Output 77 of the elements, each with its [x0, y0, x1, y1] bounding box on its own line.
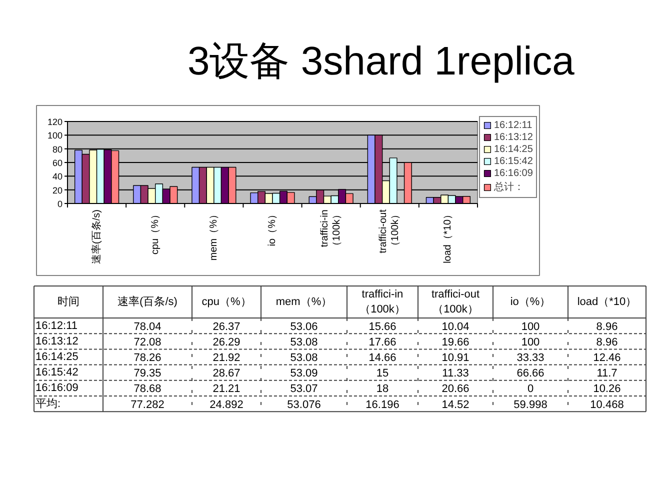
chart-title: 3设备 3shard 1replica — [188, 40, 576, 84]
x-tick-label: 速率(百条/s) — [90, 209, 102, 264]
data-label: 20.66 — [442, 383, 470, 396]
data-label: 21.21 — [212, 383, 240, 396]
x-tick-label: mem（%） — [276, 296, 332, 308]
legend-label: 16:16:09 — [494, 168, 533, 178]
legend-label: 16:12:11 — [494, 120, 532, 130]
y-axis-title: 时间 — [58, 295, 80, 308]
data-label: 11.7 — [596, 368, 618, 380]
data-label: 8.96 — [596, 336, 618, 348]
data-label: 79.35 — [134, 368, 162, 380]
data-label: 10.91 — [442, 352, 470, 364]
data-label: 12.46 — [593, 352, 621, 364]
y-tick-label: 16:15:42 — [36, 366, 78, 379]
x-tick-label: load（*10） — [577, 296, 637, 308]
x-tick-label: 速率(百条/s) — [118, 295, 178, 308]
x-tick-label: traffici-in （100k） — [360, 288, 406, 316]
data-label: 72.08 — [134, 336, 162, 348]
data-label: 28.67 — [212, 368, 240, 380]
y-tick-label: 0 — [57, 199, 63, 209]
data-label: 10.04 — [442, 320, 470, 333]
data-label: 14.52 — [442, 398, 470, 411]
y-tick-label: 60 — [52, 158, 63, 168]
x-tick-label: traffici-out （100k） — [378, 209, 402, 254]
y-tick-label: 16:14:25 — [36, 351, 78, 363]
data-label: 78.04 — [134, 320, 162, 333]
legend-label: 16:15:42 — [494, 156, 533, 166]
data-label: 15.66 — [368, 320, 396, 333]
y-tick-label: 平均: — [36, 398, 61, 410]
y-tick-label: 16:16:09 — [36, 382, 78, 394]
data-label: 24.892 — [210, 398, 244, 411]
x-tick-label: traffici-in （100k） — [320, 209, 343, 252]
y-tick-label: 40 — [52, 172, 63, 182]
data-label: 11.33 — [442, 368, 469, 380]
y-tick-label: 120 — [47, 117, 63, 127]
data-label: 66.66 — [516, 368, 544, 380]
y-tick-label: 100 — [47, 130, 63, 141]
y-tick-label: 16:13:12 — [36, 335, 78, 348]
data-label: 53.06 — [290, 320, 318, 333]
data-label: 19.66 — [442, 336, 470, 348]
legend-label: 16:13:12 — [494, 132, 533, 142]
y-tick-label: 16:12:11 — [36, 320, 78, 332]
legend-label: 总计： — [494, 180, 524, 194]
x-tick-label: traffici-out （100k） — [431, 288, 480, 316]
data-label: 59.998 — [514, 398, 548, 411]
x-tick-label: load（*10） — [442, 210, 454, 264]
data-label: 78.68 — [134, 383, 162, 396]
data-label: 53.076 — [287, 398, 321, 411]
data-label: 33.33 — [516, 352, 544, 364]
data-label: 18 — [376, 383, 389, 396]
data-label: 21.92 — [212, 352, 240, 364]
data-label: 78.26 — [134, 352, 162, 364]
data-label: 15 — [376, 368, 389, 380]
x-tick-label: mem（%） — [208, 209, 220, 261]
data-label: 8.96 — [596, 320, 618, 333]
data-label: 26.29 — [212, 336, 240, 348]
data-label: 100 — [521, 320, 540, 333]
legend-label: 16:14:25 — [494, 144, 533, 154]
data-label: 53.08 — [290, 352, 318, 364]
data-label: 10.468 — [590, 398, 624, 411]
data-label: 0 — [527, 383, 534, 396]
data-label: 10.26 — [593, 383, 621, 396]
x-tick-label: io（%） — [267, 209, 278, 246]
data-label: 16.196 — [366, 398, 400, 411]
y-tick-label: 80 — [52, 144, 63, 154]
data-label: 100 — [521, 336, 540, 348]
y-tick-label: 20 — [52, 185, 63, 196]
data-label: 26.37 — [212, 320, 240, 333]
x-tick-label: cpu（%） — [202, 296, 252, 308]
data-label: 17.66 — [368, 336, 396, 348]
data-label: 14.66 — [368, 352, 396, 364]
data-label: 53.09 — [290, 368, 318, 380]
data-label: 53.07 — [290, 383, 318, 396]
x-tick-label: io（%） — [510, 296, 551, 308]
x-tick-label: cpu（%） — [150, 210, 161, 255]
data-label: 53.08 — [290, 336, 318, 348]
data-label: 77.282 — [130, 398, 164, 411]
